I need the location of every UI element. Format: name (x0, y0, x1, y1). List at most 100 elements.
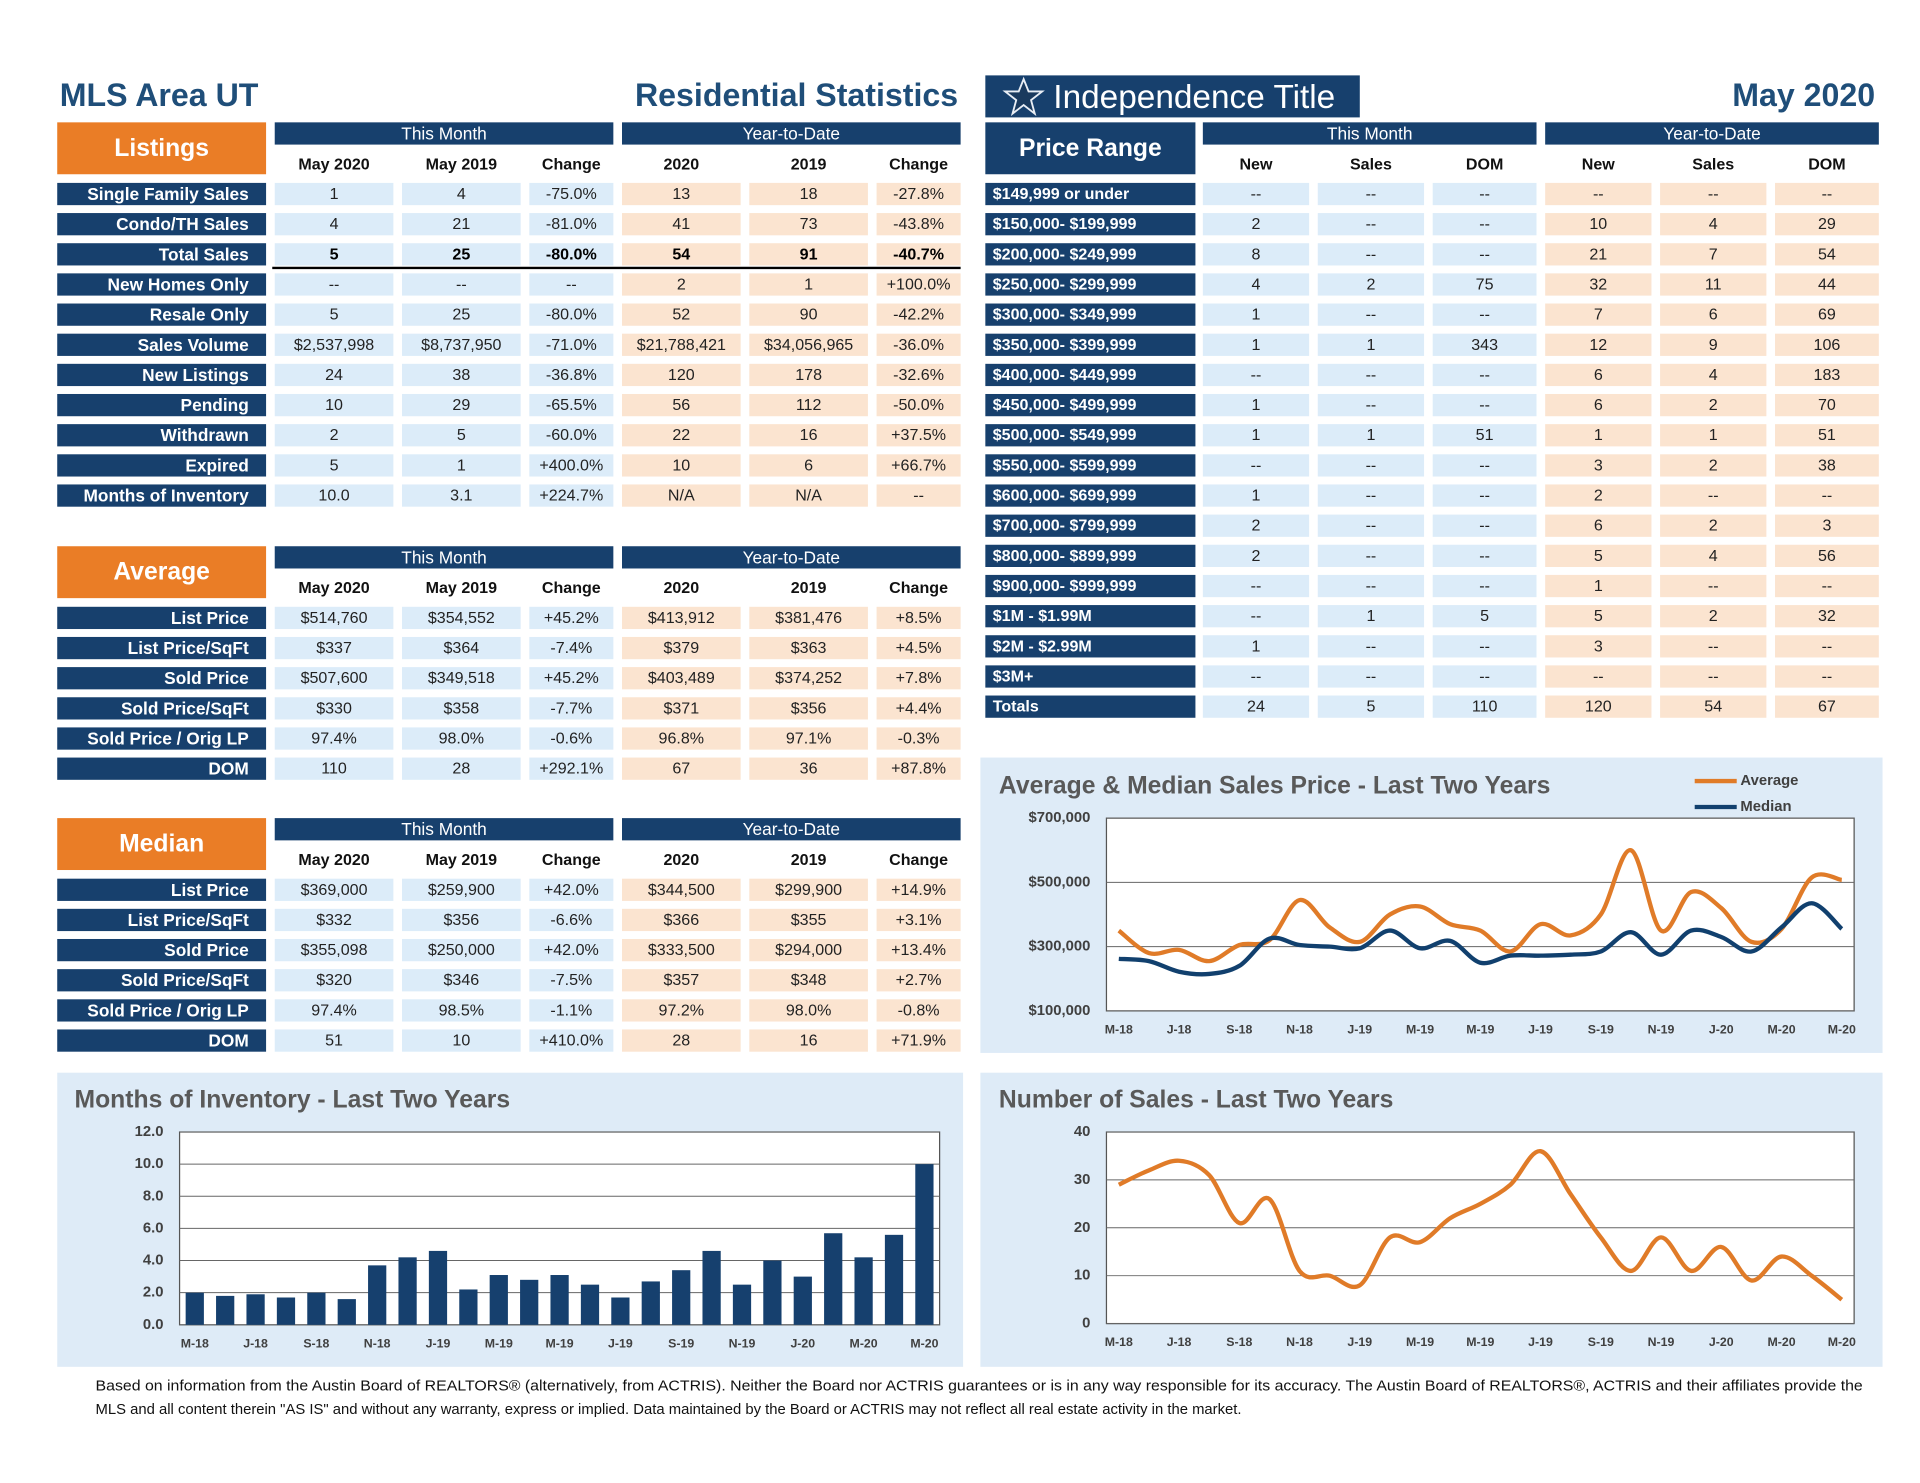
cell: 67 (672, 760, 690, 778)
cell: -- (1708, 487, 1719, 505)
bar (732, 1284, 752, 1325)
cell-bg (402, 1029, 521, 1052)
cell: 32 (1818, 607, 1836, 625)
row-label-bg (57, 1029, 267, 1052)
x-tick-label: M-18 (1105, 1335, 1133, 1349)
cell: -- (1251, 607, 1262, 625)
cell-bg (876, 667, 961, 690)
row-label: $450,000- $499,999 (993, 396, 1137, 414)
cell-bg (402, 908, 521, 932)
cell: $357 (663, 971, 699, 989)
column-header: Change (542, 851, 601, 869)
cell-bg (529, 878, 614, 901)
cell: -- (1251, 456, 1262, 474)
cell-bg (1545, 424, 1652, 447)
cell-bg (1432, 544, 1537, 568)
cell: -- (1479, 577, 1490, 595)
y-tick-label: 12.0 (135, 1124, 164, 1140)
cell-bg (876, 484, 961, 507)
x-tick-label: S-19 (1588, 1335, 1614, 1349)
cell: 1 (1252, 336, 1261, 354)
cell-bg (1660, 303, 1767, 326)
row-label-bg (985, 303, 1196, 326)
x-tick-label: N-19 (1648, 1022, 1675, 1036)
row-label-bg (57, 213, 267, 236)
row-label: $600,000- $699,999 (993, 487, 1137, 505)
cell: 6 (1594, 517, 1603, 535)
row-label: Sold Price/SqFt (121, 970, 249, 990)
cell-bg (749, 999, 868, 1022)
cell: $355,098 (301, 941, 368, 959)
cell-bg (1660, 574, 1767, 598)
bar (672, 1270, 691, 1325)
cell-bg (749, 908, 868, 932)
cell-bg (529, 363, 614, 387)
cell: 3 (1594, 637, 1603, 655)
cell-bg (749, 273, 868, 296)
cell: 1 (1252, 426, 1261, 444)
row-label: Months of Inventory (83, 486, 249, 506)
x-tick-label: M-20 (1828, 1022, 1856, 1036)
cell-bg (1317, 605, 1425, 628)
cell: 2 (1252, 517, 1261, 535)
cell-bg (402, 424, 521, 447)
cell: -50.0% (893, 396, 944, 414)
cell-bg (876, 908, 961, 932)
group-header: This Month (401, 819, 487, 839)
cell: +8.5% (896, 609, 942, 627)
row-label-bg (985, 695, 1196, 718)
row-label: Sold Price / Orig LP (87, 729, 248, 749)
cell-bg (1202, 424, 1310, 447)
cell-bg (1202, 393, 1310, 417)
column-header: 2020 (663, 851, 699, 869)
y-tick-label: 8.0 (143, 1188, 164, 1204)
group-header: Year-to-Date (743, 123, 840, 143)
cell: 5 (1594, 607, 1603, 625)
cell-bg (402, 273, 521, 296)
row-label: New Listings (142, 365, 249, 385)
row-label-bg (57, 727, 267, 750)
column-header: Change (889, 851, 948, 869)
bar (550, 1275, 569, 1325)
cell-bg (749, 213, 868, 236)
column-header: May 2020 (298, 579, 369, 597)
cell-bg (1545, 363, 1652, 387)
row-label-bg (57, 484, 267, 507)
cell-bg (274, 606, 394, 630)
x-tick-label: J-20 (1709, 1022, 1734, 1036)
cell: -- (456, 275, 467, 293)
cell-bg (1545, 484, 1652, 507)
x-tick-label: N-18 (1286, 1335, 1313, 1349)
cell: 6 (1594, 396, 1603, 414)
cell-bg (749, 697, 868, 720)
cell: -- (1366, 637, 1377, 655)
column-header: Change (889, 155, 948, 173)
row-label: $200,000- $249,999 (993, 245, 1137, 263)
x-tick-label: N-18 (364, 1336, 391, 1350)
row-label-bg (57, 333, 267, 356)
cell-bg (621, 606, 741, 630)
cell-bg (274, 393, 394, 417)
table-title: Median (119, 831, 204, 858)
y-tick-label: 10 (1074, 1268, 1091, 1284)
cell-bg (529, 606, 614, 630)
cell: 98.0% (439, 730, 485, 748)
cell: -- (1479, 185, 1490, 203)
cell-bg (402, 878, 521, 901)
cell: 69 (1818, 306, 1836, 324)
cell: 4 (1709, 547, 1718, 565)
cell-bg (402, 999, 521, 1022)
cell: 96.8% (659, 730, 705, 748)
cell-bg (274, 333, 394, 356)
cell-bg (876, 757, 961, 780)
cell: 32 (1589, 275, 1607, 293)
x-tick-label: S-18 (303, 1336, 329, 1350)
group-header-bg (274, 818, 614, 841)
cell: 2 (1709, 456, 1718, 474)
cell-bg (1660, 454, 1767, 477)
cell: $369,000 (301, 881, 368, 899)
cell: 98.5% (439, 1001, 485, 1019)
cell-bg (1545, 695, 1652, 718)
cell-bg (274, 273, 394, 296)
cell: -- (1708, 577, 1719, 595)
